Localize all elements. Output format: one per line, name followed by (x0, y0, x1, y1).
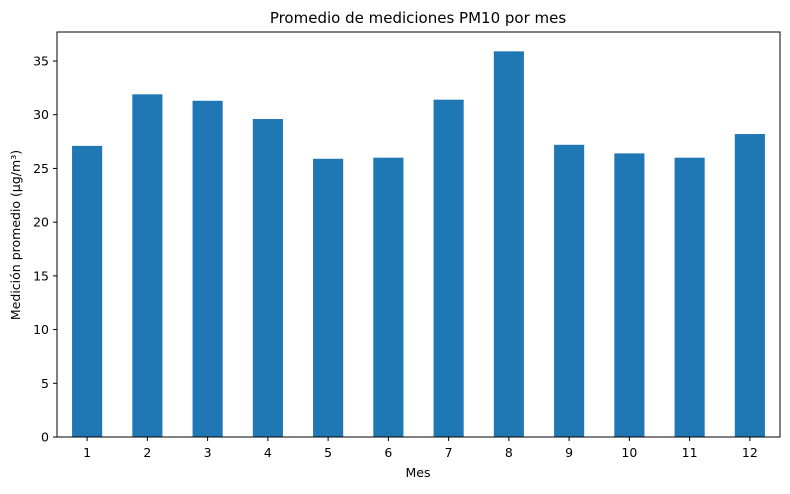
x-tick-label-8: 8 (505, 445, 513, 460)
chart-title: Promedio de mediciones PM10 por mes (270, 9, 567, 27)
x-tick-label-7: 7 (445, 445, 453, 460)
x-tick-label-10: 10 (621, 445, 637, 460)
y-tick-label-35: 35 (33, 54, 49, 69)
bar-12 (734, 134, 765, 437)
bar-11 (674, 157, 705, 438)
bar-7 (433, 99, 464, 437)
bar-3 (192, 100, 223, 437)
x-tick-label-2: 2 (143, 445, 151, 460)
plot-frame (56, 31, 781, 438)
x-tick-label-11: 11 (682, 445, 698, 460)
bar-4 (252, 119, 283, 437)
bar-1 (72, 145, 103, 437)
y-tick-label-15: 15 (33, 268, 49, 283)
x-tick-label-4: 4 (264, 445, 272, 460)
x-axis-label: Mes (406, 465, 431, 480)
bars-layer (72, 51, 765, 438)
bar-2 (132, 94, 163, 438)
x-tick-label-1: 1 (83, 445, 91, 460)
bar-5 (313, 158, 344, 438)
y-tick-label-20: 20 (33, 215, 49, 230)
x-tick-label-6: 6 (384, 445, 392, 460)
y-tick-label-0: 0 (41, 430, 49, 445)
x-tick-label-9: 9 (565, 445, 573, 460)
y-tick-label-30: 30 (33, 107, 49, 122)
x-tick-label-12: 12 (742, 445, 758, 460)
bar-9 (554, 144, 585, 437)
y-axis-label: Medición promedio (µg/m³) (8, 150, 23, 320)
x-tick-label-3: 3 (204, 445, 212, 460)
x-tick-label-5: 5 (324, 445, 332, 460)
y-tick-label-10: 10 (33, 322, 49, 337)
y-tick-label-5: 5 (41, 376, 49, 391)
bar-8 (493, 51, 524, 438)
bar-6 (373, 157, 404, 438)
bar-10 (614, 153, 645, 437)
y-tick-label-25: 25 (33, 161, 49, 176)
